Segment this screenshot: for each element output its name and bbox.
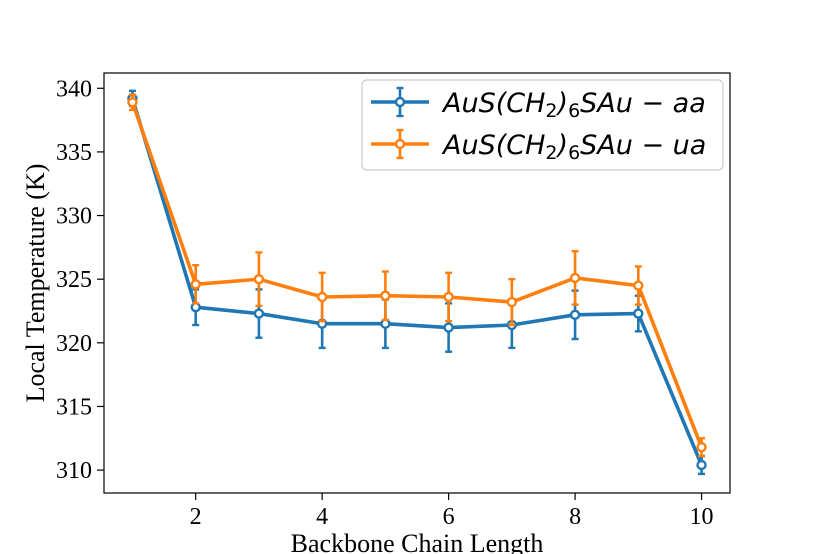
series-line xyxy=(130,97,704,466)
data-point xyxy=(443,291,454,303)
y-tick-label: 315 xyxy=(56,394,92,420)
data-point xyxy=(443,322,454,333)
data-point xyxy=(380,290,391,301)
y-tick-label: 335 xyxy=(56,140,92,166)
data-point xyxy=(506,296,518,308)
series-ua xyxy=(127,93,707,458)
y-tick-label: 320 xyxy=(56,331,92,357)
legend-label: AuS(CH2)6SAu − aa xyxy=(441,88,706,122)
data-point xyxy=(696,459,707,471)
legend: AuS(CH2)6SAu − aa AuS(CH2)6SAu − ua xyxy=(361,79,724,171)
data-point xyxy=(127,97,138,108)
data-point xyxy=(253,273,265,285)
data-point xyxy=(190,279,201,290)
x-tick-label: 6 xyxy=(443,504,455,530)
x-tick-label: 8 xyxy=(569,504,581,530)
data-point xyxy=(696,441,707,453)
y-axis-label: Local Temperature (K) xyxy=(21,164,50,403)
y-tick-label: 340 xyxy=(56,76,92,102)
data-point xyxy=(633,280,644,291)
y-tick-label: 330 xyxy=(56,204,92,230)
legend-marker xyxy=(394,138,406,150)
data-point xyxy=(569,272,581,284)
data-point xyxy=(633,308,644,319)
x-tick-label: 4 xyxy=(316,504,328,530)
data-point xyxy=(316,291,328,303)
legend-label: AuS(CH2)6SAu − ua xyxy=(441,130,706,164)
x-tick-label: 10 xyxy=(690,504,714,530)
series-layer xyxy=(127,89,707,476)
y-tick-label: 325 xyxy=(56,267,92,293)
series-line xyxy=(130,101,704,448)
legend-marker xyxy=(394,96,406,108)
data-point xyxy=(569,309,581,321)
x-axis-label: Backbone Chain Length xyxy=(291,529,544,554)
plot-frame xyxy=(103,72,731,494)
y-tick-label: 310 xyxy=(56,458,92,484)
data-point xyxy=(253,308,265,319)
x-tick-label: 2 xyxy=(190,504,202,530)
ticks-layer: 2 4 6 8 10 310 315 320 325 330 335 340 xyxy=(56,76,714,530)
legend-box xyxy=(361,79,724,171)
